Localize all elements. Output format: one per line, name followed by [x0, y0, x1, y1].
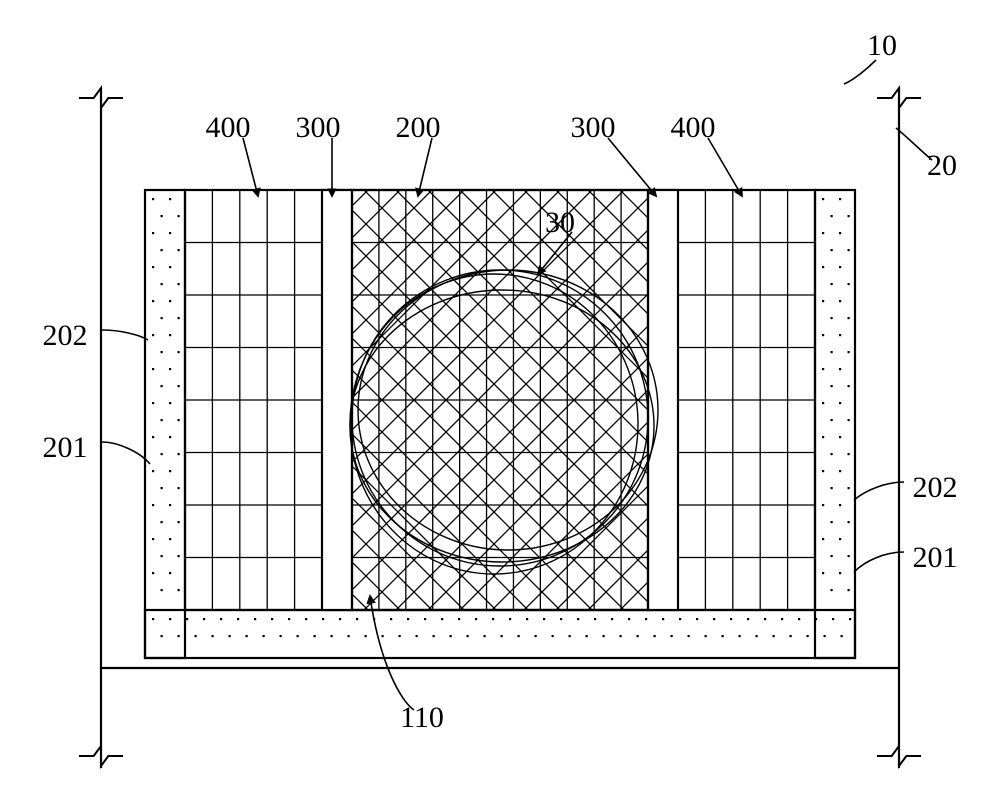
break-mark-3 [877, 746, 921, 766]
leader-l202 [102, 330, 148, 340]
leader-r300 [608, 138, 656, 196]
diagram-svg: 10 20 400 300 200 300 400 30 202 201 202 201 110 [0, 0, 1000, 811]
concrete-dots-1 [822, 198, 850, 591]
label-l202: 202 [43, 319, 88, 352]
square-grid [185, 190, 815, 610]
leader-l200 [418, 138, 432, 196]
inner-wall-left [322, 190, 352, 610]
label-c30: 30 [545, 206, 575, 239]
pipe-scribble [350, 270, 658, 574]
leader-r400 [708, 138, 742, 196]
label-b110: 110 [400, 701, 444, 734]
leader-r201 [854, 552, 904, 572]
diagram-root: 10 20 400 300 200 300 400 30 202 201 202 201 110 [0, 0, 1000, 811]
leader-b110 [370, 596, 414, 710]
leader-r202 [854, 482, 904, 500]
outer-wall-left [145, 190, 185, 658]
inner-wall-right [648, 190, 678, 610]
break-mark-2 [79, 746, 123, 766]
label-l201: 201 [43, 431, 88, 464]
leader-r10 [844, 60, 876, 84]
label-r202: 202 [913, 471, 958, 504]
label-r300: 300 [571, 111, 616, 144]
label-r10: 10 [867, 29, 897, 62]
outer-slab [145, 610, 855, 658]
label-r201: 201 [913, 541, 958, 574]
concrete-dots-2 [152, 618, 851, 637]
label-l400: 400 [206, 111, 251, 144]
label-r20: 20 [927, 149, 957, 182]
label-l300: 300 [296, 111, 341, 144]
leader-l201 [102, 442, 150, 464]
outer-wall-right [815, 190, 855, 658]
break-mark-1 [877, 88, 921, 108]
break-mark-0 [79, 88, 123, 108]
concrete-dots-0 [152, 198, 180, 591]
label-l200: 200 [396, 111, 441, 144]
label-r400: 400 [671, 111, 716, 144]
leader-l400 [243, 138, 258, 196]
